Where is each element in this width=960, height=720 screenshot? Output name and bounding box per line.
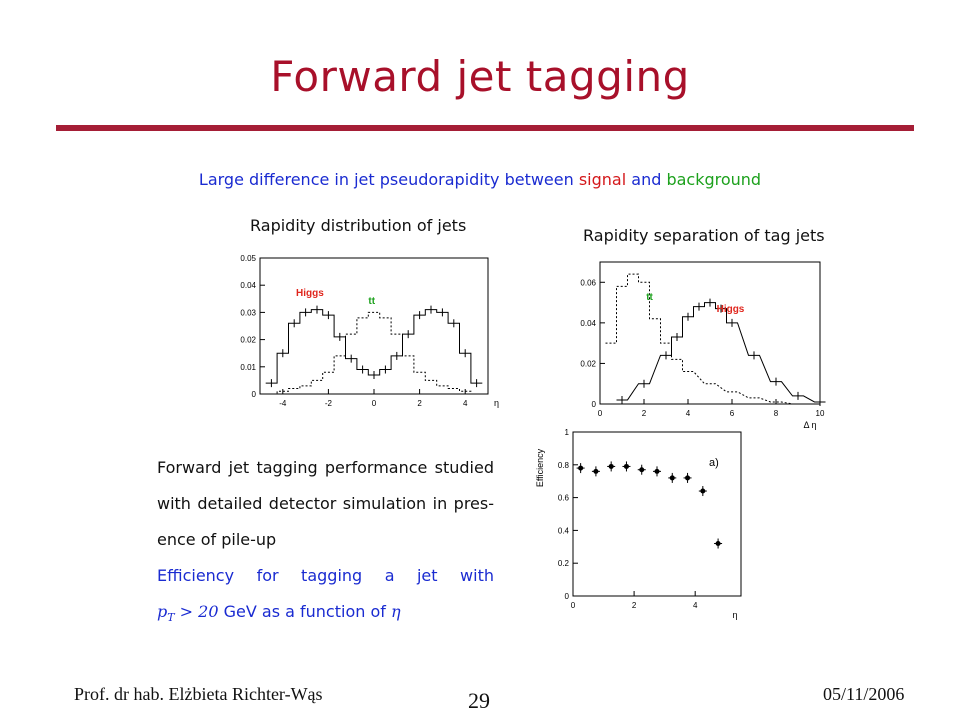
rapidity-x-tick-label: -4: [279, 399, 287, 408]
efficiency-chart: 0 2 4 0 0.2 0.4 0.6 0.8 1 Efficiency a) η: [535, 428, 742, 620]
body-line: Efficiency for tagging a jet with: [157, 566, 494, 585]
efficiency-x-tick-label: 0: [571, 601, 576, 610]
efficiency-point: [700, 488, 706, 494]
body-paragraph-1: Forward jet tagging performance studied …: [157, 450, 494, 558]
rapidity-plot-title: Rapidity distribution of jets: [250, 216, 467, 235]
efficiency-y-tick-label: 1: [565, 428, 570, 437]
efficiency-point: [685, 475, 691, 481]
separation-plot-title: Rapidity separation of tag jets: [583, 226, 825, 245]
rapidity-chart: -4 -2 0 2 4 0 0.01 0.02 0.03 0.04 0.05 Higgs tt η: [240, 254, 499, 408]
efficiency-y-axis-label: Efficiency: [535, 448, 545, 487]
rapidity-y-tick-label: 0.01: [240, 363, 256, 372]
tt-label: tt: [646, 292, 653, 303]
separation-x-tick-label: 8: [774, 409, 779, 418]
efficiency-x-tick-label: 4: [693, 601, 698, 610]
separation-frame: [599, 261, 821, 405]
body-line: with detailed detector simulation in pre…: [157, 494, 494, 513]
separation-x-tick-label: 2: [642, 409, 647, 418]
title-divider: [56, 125, 914, 131]
rapidity-x-tick-label: 2: [417, 399, 422, 408]
efficiency-y-tick-label: 0: [565, 592, 570, 601]
rapidity-x-tick-label: 0: [372, 399, 377, 408]
efficiency-point: [654, 468, 660, 474]
rapidity-x-axis-label: η: [494, 398, 499, 408]
rapidity-y-tick-label: 0: [252, 390, 257, 399]
separation-y-tick-label: 0.06: [580, 278, 596, 287]
efficiency-point: [715, 541, 721, 547]
rapidity-y-tick-label: 0.04: [240, 281, 256, 290]
efficiency-frame: [572, 431, 742, 597]
efficiency-y-tick-label: 0.2: [558, 559, 570, 568]
efficiency-annotation: a): [709, 457, 719, 469]
slide-title: Forward jet tagging: [270, 52, 690, 101]
rapidity-x-tick-label: 4: [463, 399, 468, 408]
slide-subtitle: Large difference in jet pseudorapidity b…: [0, 170, 960, 189]
tt-histogram: [265, 311, 483, 395]
footer-page-number: 29: [468, 688, 490, 713]
pt-threshold: > 20: [174, 602, 219, 621]
separation-y-tick-label: 0: [592, 400, 597, 409]
efficiency-point: [608, 463, 614, 469]
body-line: ence of pile-up: [157, 530, 277, 549]
footer-author: Prof. dr hab. Elżbieta Richter-Wąs: [74, 684, 323, 704]
separation-x-tick-label: 4: [686, 409, 691, 418]
subtitle-and: and: [626, 170, 667, 189]
body-line-math: pT > 20 GeV as a function of η: [157, 594, 494, 636]
efficiency-x-axis-label: η: [732, 610, 737, 620]
separation-x-tick-label: 6: [730, 409, 735, 418]
higgs-histogram: [616, 302, 826, 403]
rapidity-y-tick-label: 0.03: [240, 308, 256, 317]
efficiency-point: [593, 468, 599, 474]
efficiency-y-tick-label: 0.4: [558, 526, 570, 535]
rapidity-y-tick-label: 0.02: [240, 336, 256, 345]
tt-histogram: [605, 273, 804, 405]
higgs-label: Higgs: [717, 304, 745, 315]
separation-x-tick-label: 0: [598, 409, 603, 418]
efficiency-point: [669, 475, 675, 481]
pt-subscript: T: [167, 611, 175, 625]
body-line: Forward jet tagging performance studied: [157, 458, 494, 477]
pt-symbol: p: [157, 602, 168, 621]
body-paragraph-2: Efficiency for tagging a jet with pT > 2…: [157, 558, 494, 636]
separation-y-tick-label: 0.02: [580, 359, 596, 368]
footer-date: 05/11/2006: [823, 684, 905, 704]
subtitle-text: Large difference in jet pseudorapidity b…: [198, 170, 579, 189]
separation-chart: 0 2 4 6 8 10 0 0.02 0.04 0.06 tt Higgs Δ η: [580, 261, 826, 430]
efficiency-point: [623, 463, 629, 469]
efficiency-point: [639, 467, 645, 473]
higgs-label: Higgs: [296, 288, 324, 299]
rapidity-x-tick-label: -2: [325, 399, 333, 408]
subtitle-signal: signal: [578, 170, 627, 189]
eta-symbol: η: [390, 602, 401, 621]
body-tail: GeV as a function of: [218, 602, 391, 621]
efficiency-y-tick-label: 0.8: [558, 461, 570, 470]
tt-label: tt: [368, 296, 375, 307]
separation-x-tick-label: 10: [816, 409, 825, 418]
subtitle-background: background: [666, 170, 762, 189]
efficiency-point: [578, 465, 584, 471]
efficiency-x-tick-label: 2: [632, 601, 637, 610]
separation-y-tick-label: 0.04: [580, 319, 596, 328]
efficiency-y-tick-label: 0.6: [558, 494, 570, 503]
rapidity-y-tick-label: 0.05: [240, 254, 256, 263]
separation-x-axis-label: Δ η: [803, 420, 816, 430]
